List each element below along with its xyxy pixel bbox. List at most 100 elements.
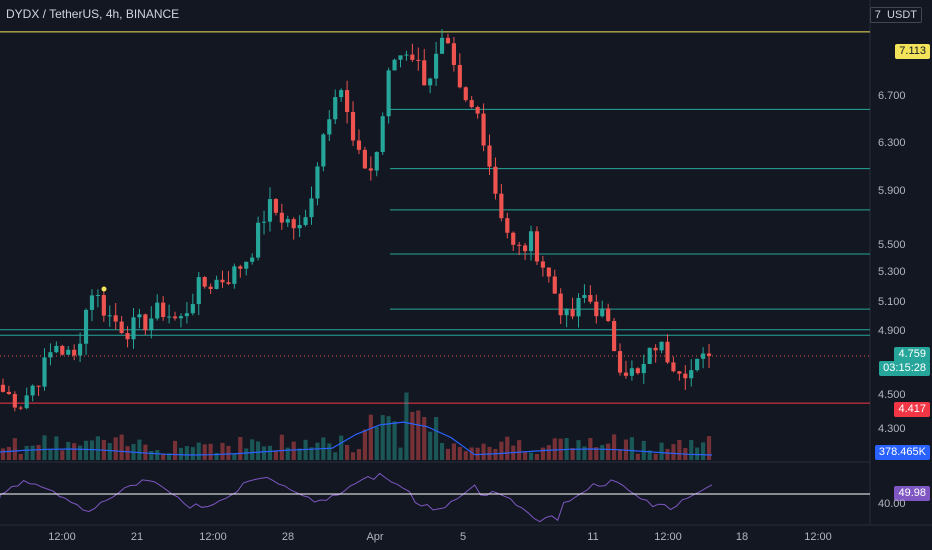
volume-bar [72,443,77,460]
candle-body [665,341,670,363]
volume-bar [374,426,379,460]
candle-body [214,279,219,290]
candle-body [54,345,59,353]
candle-body [558,293,563,316]
candle-body [629,368,634,376]
volume-bar [220,442,225,460]
candle-body [671,362,676,372]
volume-bar [362,429,367,460]
volume-bar [309,447,314,460]
candle-body [475,107,480,114]
volume-bar [629,437,634,460]
candle-body [457,64,462,88]
volume-bar [576,440,581,460]
currency-selector[interactable]: 7 USDT [869,7,922,23]
volume-bar [250,439,255,460]
volume-bar [0,448,6,460]
volume-bar [78,445,83,460]
volume-bar [422,417,427,460]
volume-bar [368,414,373,460]
volume-ma-badge: 378.465K [874,445,930,460]
candle-body [6,391,11,395]
volume-bar [95,436,100,460]
volume-bar [327,443,332,460]
volume-bar [350,452,356,460]
candle-body [398,55,403,60]
price-tick: 6.700 [878,90,906,102]
time-tick: 12:00 [804,531,832,543]
candle-body [356,140,362,150]
time-tick: 12:00 [48,531,76,543]
candle-body [232,266,237,284]
candle-body [30,385,35,396]
candle-body [350,111,356,141]
candle-body [0,384,6,392]
volume-bar [528,452,534,460]
volume-bar [339,435,344,460]
volume-bar [659,442,664,460]
volume-bar [125,446,130,460]
candle-body [315,166,320,199]
volume-bar [612,434,617,460]
volume-bar [232,453,237,460]
price-tick: 5.300 [878,266,906,278]
volume-bar [190,447,195,460]
volume-bar [594,447,599,460]
volume-bar [600,445,605,460]
candle-body [706,353,712,357]
candle-body [36,385,41,387]
volume-bar [689,439,694,460]
volume-bar [214,452,219,460]
price-tick: 6.300 [878,137,906,149]
volume-bar [671,444,676,460]
candle-body [635,368,640,374]
price-tick: 5.500 [878,239,906,251]
volume-bar [380,415,385,460]
volume-bar [428,431,433,460]
time-tick: 12:00 [199,531,227,543]
rsi-badge: 49.98 [894,486,930,501]
candle-body [386,70,391,117]
candle-body [594,301,599,317]
volume-bar [6,446,11,460]
volume-bar [149,450,154,460]
candle-body [493,166,498,194]
candle-body [196,277,201,305]
candle-body [291,219,296,229]
price-tick: 4.900 [878,325,906,337]
volume-bar [469,447,474,460]
candle-body [368,168,373,171]
volume-bar [445,448,451,460]
candle-body [623,372,629,376]
volume-bar [463,451,468,460]
volume-bar [66,441,71,460]
candle-body [606,308,611,321]
volume-bar [261,446,267,460]
candle-body [428,78,433,86]
volume-bar [386,416,391,460]
volume-bar [570,447,575,460]
volume-bar [695,447,700,460]
candle-body [125,333,130,340]
volume-bar [647,450,652,460]
volume-bar [107,443,112,460]
candle-body [659,341,664,351]
volume-bar [42,435,47,460]
volume-bar [315,442,320,460]
volume-bar [208,443,213,460]
candle-body [244,261,249,269]
candle-body [208,286,213,290]
candle-body [60,345,65,355]
volume-bar [267,445,273,460]
candle-body [362,149,367,169]
candle-body [42,357,47,387]
time-tick: 28 [281,531,295,543]
volume-bar [137,439,142,460]
volume-bar [641,440,646,460]
candle-body [600,308,605,317]
candle-body [463,87,468,101]
candle-body [701,353,706,359]
volume-bar [546,445,551,460]
volume-ma-line [0,421,713,456]
